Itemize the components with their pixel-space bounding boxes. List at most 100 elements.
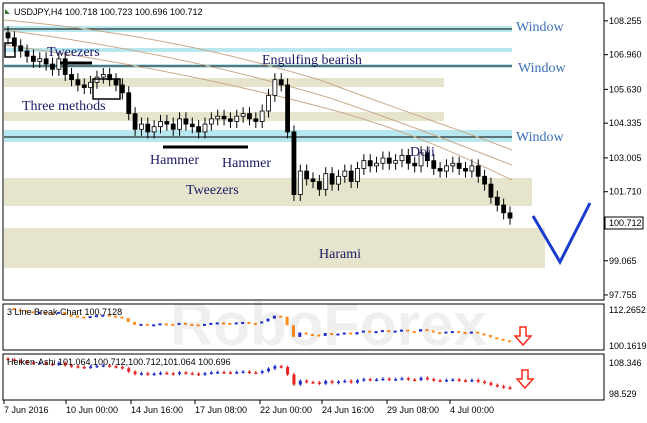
candle-body	[501, 204, 507, 214]
candle-body	[444, 165, 449, 172]
candle-body	[202, 123, 208, 133]
heiken-ashi-bar	[209, 372, 213, 374]
line-break-block	[82, 316, 86, 319]
heiken-ashi-bar	[146, 373, 150, 375]
heiken-ashi-bar	[25, 361, 29, 364]
y-tick-label: 104.335	[609, 118, 642, 128]
tweezers-top-label: Tweezers	[47, 45, 100, 60]
heiken-ashi-bar	[324, 381, 328, 384]
line-break-block	[101, 314, 105, 317]
line-break-block	[107, 314, 111, 317]
y-tick-label: 97.755	[609, 290, 637, 300]
line-break-block	[18, 309, 22, 312]
x-tick-label: 4 Jul 00:00	[450, 405, 494, 415]
heiken-ashi-bar	[489, 382, 493, 385]
symbol-header-text: USDJPY,H4 100.718 100.723 100.696 100.71…	[14, 7, 203, 17]
line-break-block	[380, 330, 384, 333]
line-break-block	[482, 333, 486, 336]
candle-body	[323, 173, 329, 190]
heiken-ashi-bar	[444, 379, 448, 382]
line-break-block	[209, 322, 213, 325]
line-break-block	[253, 322, 257, 325]
candle-body	[266, 94, 271, 112]
heiken-ashi-tick-top: 108.346	[609, 358, 642, 368]
line-break-block	[12, 307, 16, 310]
candle-body	[431, 160, 437, 169]
candle-body	[221, 115, 227, 120]
x-tick-label: 24 Jun 16:00	[322, 405, 374, 415]
line-break-block	[215, 322, 219, 325]
hammer-label-1: Hammer	[150, 153, 199, 168]
engulfing-bearish-label: Engulfing bearish	[262, 53, 362, 68]
candle-body	[183, 118, 189, 125]
line-break-title: 3 Line Break Chart 100.7128	[7, 307, 122, 317]
line-break-block	[457, 331, 461, 334]
x-tick-label: 17 Jun 08:00	[195, 405, 247, 415]
x-tick-label: 10 Jun 00:00	[66, 405, 118, 415]
candle-body	[50, 63, 55, 70]
candle-body	[189, 123, 195, 128]
line-break-block	[126, 318, 130, 322]
heiken-ashi-bar	[159, 372, 163, 375]
heiken-ashi-bar	[343, 380, 347, 383]
heiken-ashi-bar	[108, 365, 112, 367]
candle-body	[418, 152, 424, 167]
candle-body	[336, 175, 341, 185]
candle-body	[456, 162, 462, 169]
candle-body	[240, 113, 246, 117]
heiken-ashi-bar	[470, 379, 474, 382]
candle-body	[437, 168, 443, 172]
candle-body	[177, 118, 182, 130]
heiken-ashi-bar	[70, 365, 74, 367]
candle-body	[253, 118, 259, 122]
line-break-block	[438, 332, 442, 335]
candle-body	[450, 162, 456, 167]
heiken-ashi-bar	[120, 367, 124, 369]
heiken-ashi-bar	[298, 380, 302, 385]
heiken-ashi-bar	[476, 379, 480, 382]
x-tick-label: 29 Jun 08:00	[387, 405, 439, 415]
candle-body	[475, 165, 481, 177]
line-break-block	[120, 316, 124, 319]
doji-label: Doji	[410, 145, 435, 160]
line-break-block	[285, 316, 289, 326]
candle-body	[291, 131, 297, 195]
line-break-block	[75, 315, 79, 318]
line-break-block	[330, 333, 334, 336]
line-break-tick-bottom: 100.1619	[609, 341, 647, 351]
candle-body	[310, 178, 316, 182]
heiken-ashi-bar	[241, 371, 245, 374]
line-break-block	[228, 322, 232, 325]
line-break-block	[444, 331, 448, 334]
x-tick-label: 22 Jun 00:00	[260, 405, 312, 415]
candle-body	[399, 155, 405, 162]
heiken-ashi-bar	[12, 359, 16, 361]
candle-body	[316, 181, 322, 190]
heiken-ashi-bar	[6, 358, 10, 361]
line-break-block	[190, 323, 194, 326]
candle-body	[507, 212, 513, 219]
heiken-ashi-bar	[228, 372, 232, 374]
three-methods-label: Three methods	[22, 99, 106, 114]
current-price-label: 100.712	[609, 218, 642, 228]
line-break-block	[222, 322, 226, 325]
heiken-ashi-bar	[400, 378, 404, 380]
candle-body	[259, 110, 265, 122]
heiken-ashi-bar	[508, 387, 512, 389]
heiken-ashi-bar	[82, 367, 86, 369]
y-tick-label: 108.255	[609, 16, 642, 26]
heiken-ashi-bar	[483, 381, 487, 384]
heiken-ashi-bar	[267, 368, 271, 372]
candle-body	[488, 183, 494, 198]
candle-body	[228, 118, 233, 122]
line-break-block	[164, 323, 168, 326]
line-break-block	[336, 333, 340, 336]
candle-body	[5, 32, 11, 39]
heiken-ashi-bar	[101, 365, 105, 367]
candle-body	[132, 113, 138, 130]
heiken-ashi-bar	[235, 372, 239, 374]
candle-body	[405, 155, 411, 164]
line-break-block	[501, 338, 505, 341]
x-tick-label: 14 Jun 16:00	[131, 405, 183, 415]
candle-body	[285, 84, 290, 133]
